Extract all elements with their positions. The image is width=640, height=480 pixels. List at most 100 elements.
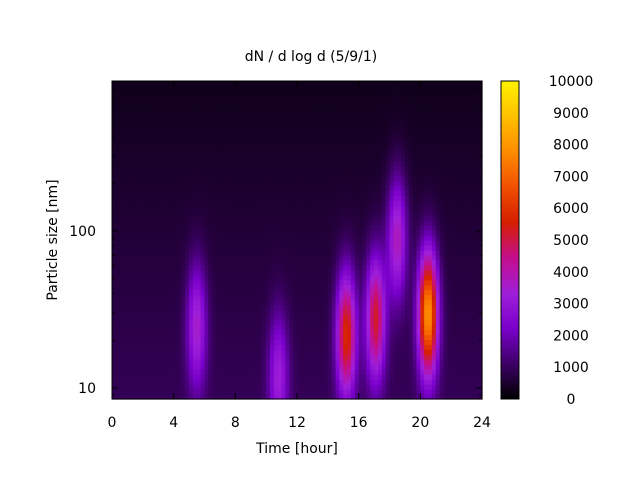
heatmap-cell <box>323 294 329 301</box>
heatmap-cell <box>404 264 410 271</box>
heatmap-cell <box>358 210 364 216</box>
heatmap-cell <box>239 90 244 97</box>
heatmap-cell <box>212 190 217 196</box>
heatmap-cell <box>204 175 209 181</box>
heatmap-cell <box>212 125 217 132</box>
heatmap-cell <box>135 190 140 196</box>
heatmap-cell <box>354 244 360 251</box>
heatmap-cell <box>127 254 132 261</box>
heatmap-cell <box>300 254 306 261</box>
heatmap-cell <box>404 210 410 216</box>
heatmap-cell <box>335 389 340 395</box>
heatmap-cell <box>370 309 375 316</box>
heatmap-cell <box>146 334 152 340</box>
heatmap-cell <box>339 339 344 345</box>
heatmap-cell <box>281 81 287 87</box>
heatmap-cell <box>154 379 159 385</box>
heatmap-cell <box>239 354 244 360</box>
heatmap-cell <box>366 85 371 92</box>
heatmap-cell <box>335 140 340 147</box>
heatmap-cell <box>377 175 383 181</box>
heatmap-cell <box>115 259 121 266</box>
heatmap-cell <box>177 369 182 375</box>
heatmap-cell <box>231 319 236 326</box>
heatmap-cell <box>127 190 132 196</box>
heatmap-cell <box>316 319 321 326</box>
heatmap-cell <box>381 329 387 336</box>
heatmap-cell <box>277 170 283 177</box>
heatmap-cell <box>243 339 248 345</box>
heatmap-cell <box>204 125 209 132</box>
heatmap-cell <box>189 90 194 97</box>
heatmap-cell <box>285 81 290 87</box>
heatmap-cell <box>358 329 364 336</box>
heatmap-cell <box>158 100 163 107</box>
heatmap-cell <box>173 145 179 152</box>
heatmap-cell <box>162 379 167 385</box>
heatmap-cell <box>281 319 287 326</box>
heatmap-cell <box>254 259 260 266</box>
heatmap-cell <box>223 81 229 87</box>
heatmap-cell <box>177 195 182 201</box>
heatmap-cell <box>273 235 279 241</box>
heatmap-cell <box>404 170 410 177</box>
heatmap-cell <box>239 294 244 301</box>
heatmap-cell <box>358 304 364 311</box>
heatmap-cell <box>219 210 225 216</box>
heatmap-cell <box>204 384 209 390</box>
heatmap-cell <box>335 175 340 181</box>
heatmap-cell <box>208 225 213 231</box>
heatmap-cell <box>316 130 321 137</box>
heatmap-cell <box>316 299 321 306</box>
heatmap-cell <box>374 105 379 112</box>
heatmap-cell <box>158 145 163 152</box>
heatmap-cell <box>262 284 267 291</box>
heatmap-cell <box>231 314 236 321</box>
heatmap-cell <box>281 274 287 281</box>
heatmap-cell <box>200 205 206 211</box>
heatmap-cell <box>277 90 283 97</box>
heatmap-cell <box>146 389 152 395</box>
heatmap-cell <box>239 389 244 395</box>
heatmap-cell <box>262 254 267 261</box>
heatmap-cell <box>370 145 375 152</box>
heatmap-cell <box>235 145 240 152</box>
heatmap-cell <box>181 374 186 380</box>
heatmap-cell <box>277 379 283 385</box>
heatmap-cell <box>362 379 367 385</box>
heatmap-cell <box>370 344 375 350</box>
heatmap-cell <box>293 344 298 350</box>
heatmap-cell <box>239 339 244 345</box>
heatmap-cell <box>331 190 337 196</box>
heatmap-cell <box>189 240 194 246</box>
heatmap-cell <box>262 145 267 152</box>
heatmap-cell <box>385 155 391 162</box>
heatmap-cell <box>377 85 383 92</box>
heatmap-cell <box>377 374 383 380</box>
heatmap-cell <box>216 180 221 186</box>
heatmap-cell <box>189 339 194 345</box>
heatmap-cell <box>270 394 275 400</box>
heatmap-cell <box>150 110 155 117</box>
heatmap-cell <box>331 160 337 167</box>
heatmap-cell <box>150 264 155 271</box>
heatmap-cell <box>358 364 364 370</box>
heatmap-cell <box>389 294 394 301</box>
heatmap-cell <box>258 105 263 112</box>
heatmap-cell <box>212 334 217 340</box>
heatmap-cell <box>397 359 402 365</box>
heatmap-cell <box>312 150 317 157</box>
heatmap-cell <box>335 279 340 286</box>
heatmap-cell <box>131 205 136 211</box>
heatmap-cell <box>208 349 213 355</box>
heatmap-cell <box>270 334 275 340</box>
heatmap-cell <box>331 264 337 271</box>
heatmap-cell <box>185 150 190 157</box>
heatmap-cell <box>389 220 394 226</box>
heatmap-cell <box>331 324 337 331</box>
heatmap-cell <box>165 389 171 395</box>
heatmap-cell <box>316 115 321 122</box>
heatmap-cell <box>289 185 294 191</box>
heatmap-cell <box>208 140 213 147</box>
heatmap-cell <box>335 264 340 271</box>
